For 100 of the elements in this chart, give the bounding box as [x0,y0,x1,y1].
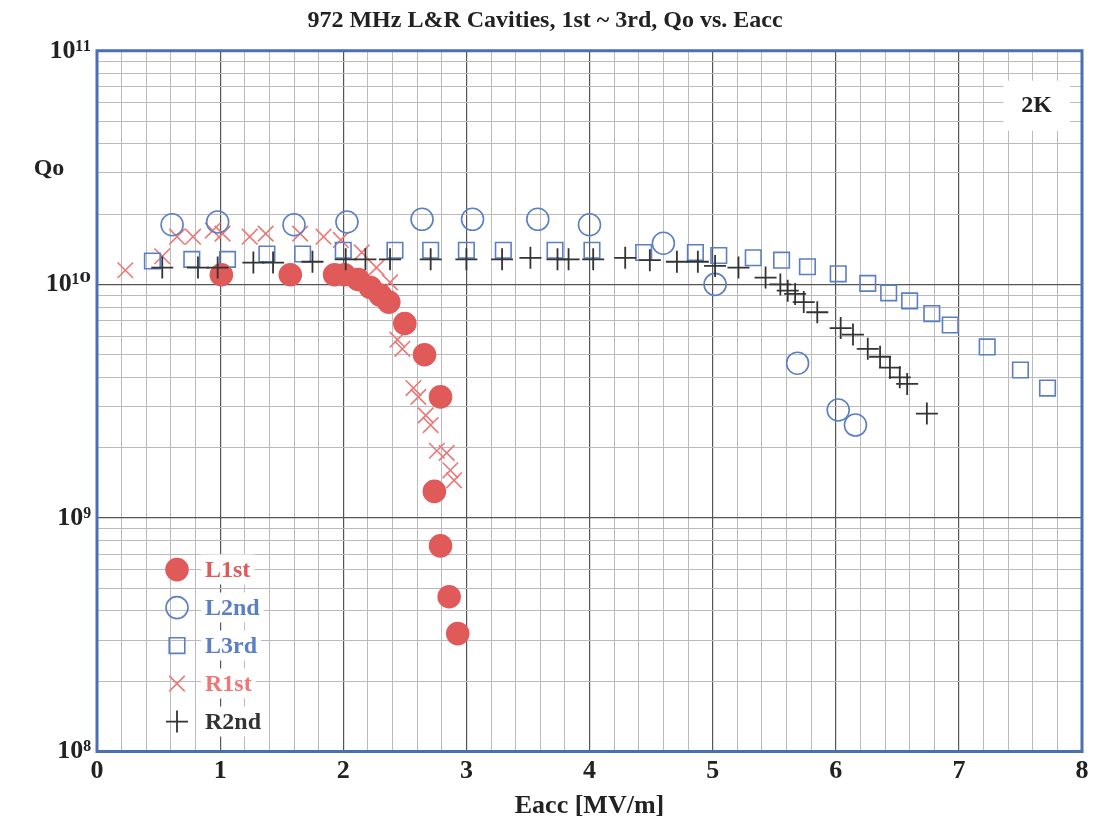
point [353,243,371,262]
point [294,245,312,263]
point [205,210,230,234]
point [457,241,475,259]
point [491,248,514,271]
point [583,241,601,259]
chart-title: 972 MHz L&R Cavities, 1st ~ 3rd, Qo vs. Eacc [307,5,783,32]
point [412,342,437,367]
y-axis-title: Qo [33,154,65,180]
point [710,246,728,265]
point [856,337,879,360]
point [153,247,171,265]
point [332,231,350,249]
point [923,305,941,323]
point [785,351,810,375]
legend-label: L2nd [205,593,261,620]
point [776,279,799,302]
point [116,261,134,279]
point [428,534,453,558]
point [257,225,275,243]
point [422,416,440,434]
point [880,284,898,302]
annotation: 2K [1021,91,1053,117]
point [638,249,661,272]
point [417,406,435,424]
x-tick-label: 1 [213,754,227,784]
point [377,290,401,314]
point [441,461,459,479]
point [859,274,877,292]
point [381,273,399,291]
point [941,316,959,334]
point [1038,379,1057,397]
point [686,250,709,273]
point [686,243,704,262]
point [386,241,404,259]
point [438,444,456,462]
point [334,241,352,259]
point [878,356,901,379]
point [869,345,892,368]
point [704,254,727,277]
point [455,248,478,271]
point [577,212,602,237]
point [1011,361,1030,379]
point [168,228,186,246]
point [460,207,485,232]
legend-label: L1st [205,555,251,582]
point [428,385,453,409]
point [792,291,815,314]
x-tick-label: 8 [1075,754,1089,784]
point [826,398,851,422]
point [614,246,637,269]
point [445,621,470,646]
x-tick-label: 4 [583,754,596,784]
x-tick-label: 3 [459,754,473,784]
point [829,265,847,283]
point [494,241,512,259]
point [798,258,817,276]
point [282,212,306,237]
x-tick-label: 6 [829,754,843,784]
x-axis-title: Eacc [MV/m] [514,790,665,820]
x-tick-label: 7 [952,754,966,784]
point [334,248,357,271]
point [582,248,605,271]
point [410,207,434,232]
point [218,250,237,268]
legend-label: R1st [205,669,252,696]
point [388,331,406,349]
point [901,292,919,310]
y-tick-label: 10¹¹ [49,34,91,64]
point [445,471,463,489]
point [546,241,564,259]
point [278,262,303,287]
point [829,317,852,340]
point [335,210,359,234]
point [214,225,232,243]
y-tick-label: 10¹⁰ [45,268,91,298]
y-tick-label: 10⁸ [57,735,92,765]
point [665,250,688,273]
point [978,338,996,356]
point [888,366,911,389]
point [186,256,209,279]
point [419,248,442,271]
point [422,241,440,259]
point [784,282,807,305]
point [422,479,447,504]
point [428,442,446,460]
point [651,231,676,256]
point [151,256,174,279]
y-tick-label: 10⁹ [57,501,92,531]
point [160,212,184,237]
point [744,249,762,267]
point [525,207,550,232]
legend-label: R2nd [205,707,262,734]
point [314,228,333,246]
point [409,388,427,406]
point [393,311,417,336]
point [703,272,727,297]
point [806,301,829,324]
point [143,252,161,270]
point [773,251,791,269]
